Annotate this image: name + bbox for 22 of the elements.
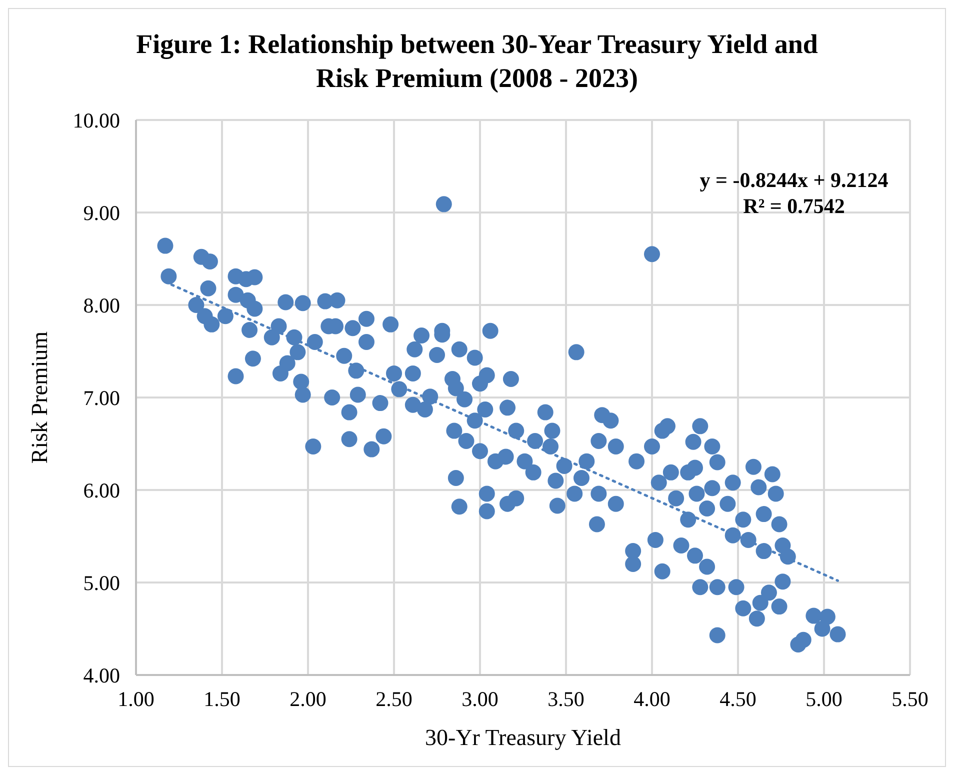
annotation: R² = 0.7542 bbox=[742, 193, 846, 219]
x-tick-label: 3.00 bbox=[462, 686, 498, 711]
chart-title: Figure 1: Relationship between 30-Year Treasury Yield and Risk Premium (2008 - 2023) bbox=[135, 28, 819, 95]
x-tick-label: 1.00 bbox=[118, 686, 154, 711]
x-tick-label: 5.50 bbox=[892, 686, 928, 711]
y-tick-label: 7.00 bbox=[83, 386, 120, 410]
x-axis-title: 30-Yr Treasury Yield bbox=[425, 725, 622, 750]
x-tick-label: 3.50 bbox=[548, 686, 584, 711]
y-tick-label: 9.00 bbox=[83, 200, 120, 225]
annotation: y = -0.8244x + 9.2124 bbox=[698, 167, 890, 193]
y-tick-label: 10.00 bbox=[72, 108, 120, 132]
x-tick-label: 2.00 bbox=[290, 686, 326, 711]
x-tick-label: 2.50 bbox=[376, 686, 412, 711]
x-tick-label: 4.00 bbox=[634, 686, 670, 711]
y-tick-label: 8.00 bbox=[83, 293, 120, 318]
x-tick-label: 1.50 bbox=[204, 686, 240, 711]
y-tick-label: 5.00 bbox=[83, 570, 120, 595]
x-tick-label: 4.50 bbox=[720, 686, 756, 711]
x-tick-label: 5.00 bbox=[806, 686, 842, 711]
y-tick-label: 4.00 bbox=[83, 663, 120, 688]
y-tick-label: 6.00 bbox=[83, 478, 120, 502]
y-axis-title: Risk Premium bbox=[27, 331, 52, 464]
